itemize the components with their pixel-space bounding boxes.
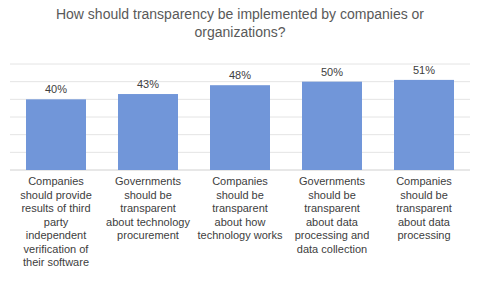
bar bbox=[26, 99, 86, 170]
chart: How should transparency be implemented b… bbox=[0, 0, 480, 288]
data-label: 50% bbox=[321, 66, 343, 78]
category-label: Companiesshould betransparentabout datap… bbox=[396, 175, 452, 241]
data-label: 40% bbox=[45, 83, 67, 95]
title: How should transparency be implemented b… bbox=[56, 6, 424, 40]
category-label: Companiesshould provideresults of thirdp… bbox=[20, 175, 92, 268]
data-label: 43% bbox=[137, 78, 159, 90]
category-label: Governmentsshould betransparentabout dat… bbox=[295, 175, 370, 255]
bars bbox=[26, 80, 454, 170]
background bbox=[0, 0, 480, 288]
data-label: 51% bbox=[413, 64, 435, 76]
bar bbox=[118, 94, 178, 170]
category-label: Companiesshould betransparentabout howte… bbox=[198, 175, 283, 241]
grid-line bbox=[10, 64, 470, 65]
category-label: Governmentsshould betransparentabout tec… bbox=[106, 175, 190, 241]
bar bbox=[394, 80, 454, 170]
bar bbox=[210, 85, 270, 170]
data-label: 48% bbox=[229, 69, 251, 81]
bar bbox=[302, 82, 362, 170]
